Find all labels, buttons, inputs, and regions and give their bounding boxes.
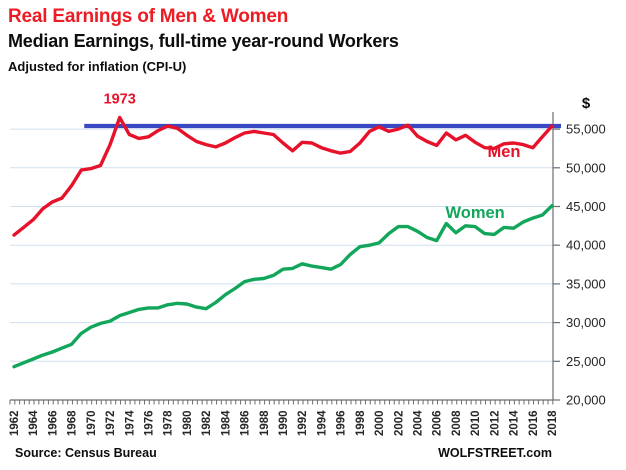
x-axis-tick-label: 2002: [393, 410, 405, 436]
x-axis-tick-label: 2006: [432, 410, 444, 436]
x-axis-tick-label: 1970: [86, 410, 98, 436]
x-axis-tick-label: 1966: [47, 410, 59, 436]
x-axis-tick-label: 2008: [451, 410, 463, 436]
x-axis-tick-label: 1980: [182, 410, 194, 436]
x-axis-tick-label: 2018: [547, 410, 559, 436]
x-axis-tick-label: 1962: [9, 410, 21, 436]
x-axis-tick-label: 2010: [470, 410, 482, 436]
x-axis-tick-label: 1996: [336, 410, 348, 436]
x-axis-tick-label: 1994: [316, 410, 328, 436]
x-axis-tick-label: 2014: [509, 410, 521, 436]
x-axis-tick-label: 1974: [124, 410, 136, 436]
x-axis-tick-label: 1992: [297, 410, 309, 436]
y-axis-tick-label: 35,000: [566, 276, 606, 291]
x-axis-tick-label: 1976: [143, 410, 155, 436]
y-axis-tick-label: 30,000: [566, 315, 606, 330]
y-axis-tick-label: 50,000: [566, 160, 606, 175]
y-axis-tick-label: 20,000: [566, 393, 606, 408]
x-axis-tick-label: 1964: [28, 410, 40, 436]
dollar-unit-label: $: [582, 95, 591, 112]
x-axis-tick-label: 1998: [355, 410, 367, 436]
y-axis-tick-label: 25,000: [566, 354, 606, 369]
source-credit: Source: Census Bureau: [15, 446, 157, 460]
y-axis-tick-label: 55,000: [566, 122, 606, 137]
x-axis-tick-label: 1988: [259, 410, 271, 436]
x-axis-tick-label: 2012: [489, 410, 501, 436]
chart-subtitle: Median Earnings, full-time year-round Wo…: [8, 31, 399, 51]
chart-title: Real Earnings of Men & Women: [8, 6, 289, 27]
wolfstreet-brand: WOLFSTREET.com: [438, 446, 552, 460]
x-axis-tick-label: 2016: [528, 410, 540, 436]
x-axis-tick-label: 1982: [201, 410, 213, 436]
x-axis-tick-label: 1968: [67, 410, 79, 436]
women-annotation-label: Women: [445, 204, 504, 222]
x-axis-tick-label: 1986: [240, 410, 252, 436]
x-axis-tick-label: 1984: [220, 410, 232, 436]
y-axis-tick-label: 40,000: [566, 238, 606, 253]
men-series-line: [12, 115, 554, 237]
1973-annotation-label: 1973: [104, 92, 136, 108]
x-axis-tick-label: 1972: [105, 410, 117, 436]
men-annotation-label: Men: [487, 143, 520, 161]
x-axis-tick-label: 1990: [278, 410, 290, 436]
x-axis-tick-label: 1978: [163, 410, 175, 436]
women-series-line: [12, 203, 554, 369]
chart-inflation-note: Adjusted for inflation (CPI-U): [8, 59, 187, 74]
x-axis-tick-label: 2000: [374, 410, 386, 436]
x-axis-tick-label: 2004: [412, 410, 424, 436]
y-axis-tick-label: 45,000: [566, 199, 606, 214]
